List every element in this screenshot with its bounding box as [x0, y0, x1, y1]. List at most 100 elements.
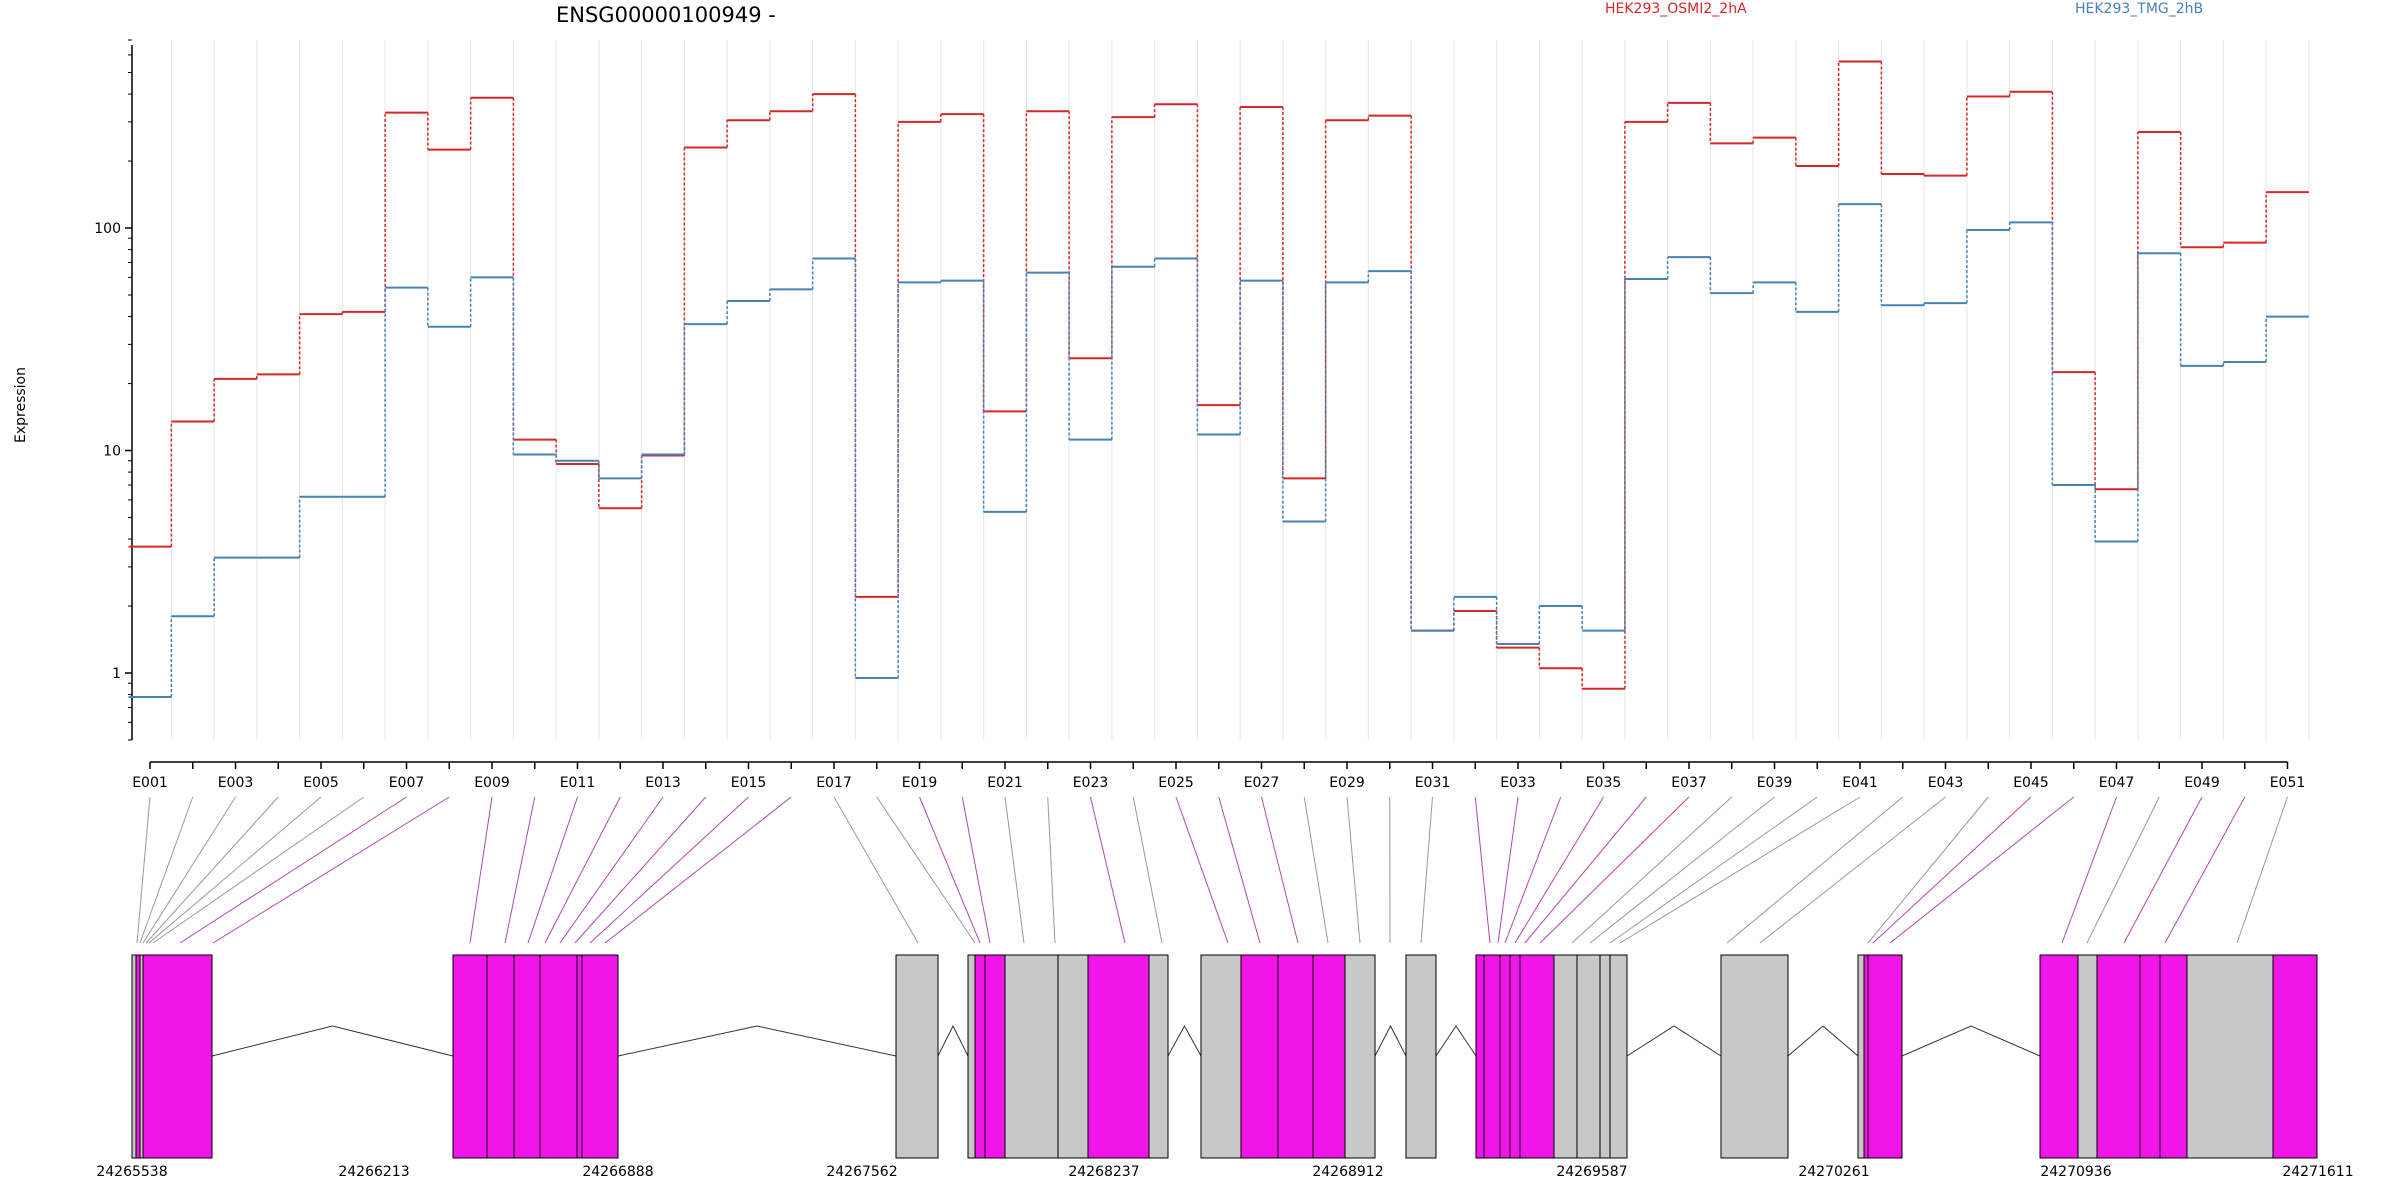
exon-block	[1509, 954, 1521, 1159]
x-tick-labels: E001 E003 E005 E007 E009 E011 E013 E015 E017 E019…	[132, 775, 2305, 791]
x-tick-label: E049	[2184, 775, 2220, 791]
exon-connector	[469, 796, 493, 944]
exon-block	[539, 954, 578, 1159]
exon-connector	[139, 796, 194, 944]
exon-block	[452, 954, 488, 1159]
exon-block	[984, 954, 1006, 1159]
exon-connector	[212, 796, 450, 944]
exon-block	[1599, 954, 1611, 1159]
exon-block	[2077, 954, 2098, 1159]
coordinate-label: 24269587	[1556, 1164, 1627, 1180]
exon-connector	[574, 796, 707, 944]
coordinate-label: 24268237	[1068, 1164, 1139, 1180]
intron	[211, 1025, 454, 1057]
intron	[1374, 1024, 1407, 1057]
exon-connector	[1867, 796, 1989, 944]
exon-connector	[148, 796, 322, 944]
exon-block	[2139, 954, 2161, 1159]
exon-connector	[2061, 796, 2117, 944]
intron	[617, 1025, 897, 1057]
intron	[1435, 1025, 1477, 1057]
coordinate-label: 24271611	[2282, 1164, 2353, 1180]
exon-block	[135, 954, 141, 1159]
intron	[937, 1024, 969, 1057]
exon-connector	[1571, 796, 1733, 944]
exon-connector	[1420, 796, 1433, 944]
exon-block	[2272, 954, 2318, 1159]
exon-block	[1312, 954, 1346, 1159]
exon-connector	[961, 796, 991, 944]
x-tick-label: E039	[1757, 775, 1793, 791]
x-tick-label: E019	[902, 775, 938, 791]
coordinate-label: 24265538	[96, 1164, 167, 1180]
x-tick-label: E043	[1928, 775, 1964, 791]
exon-connector	[833, 796, 919, 944]
exon-block	[2039, 954, 2079, 1159]
exon-connector	[1759, 796, 1946, 944]
coordinate-label: 24266213	[338, 1164, 409, 1180]
x-tick-label: E001	[132, 775, 168, 791]
exon-block	[1240, 954, 1279, 1159]
intron	[1901, 1025, 2041, 1057]
coordinate-label: 24270261	[1798, 1164, 1869, 1180]
x-tick-label: E045	[2013, 775, 2049, 791]
exon-connector	[1474, 796, 1491, 944]
x-tick-label: E041	[1842, 775, 1878, 791]
exon-block	[1519, 954, 1555, 1159]
y-tick-label: 1	[112, 666, 121, 682]
exon-connector	[1589, 796, 1775, 944]
exon-connector	[1619, 796, 1861, 944]
exon-connector	[919, 796, 981, 944]
exon-block	[1720, 954, 1789, 1159]
exon-connector	[2086, 796, 2160, 944]
exon-connector	[1090, 796, 1126, 944]
exon-block	[1057, 954, 1089, 1159]
exon-connector	[1261, 796, 1299, 944]
exon-connector	[1047, 796, 1056, 944]
exon-block	[1483, 954, 1501, 1159]
exon-connector	[559, 796, 664, 944]
x-tick-label: E003	[218, 775, 254, 791]
exon-block	[1200, 954, 1242, 1159]
exon-block	[486, 954, 515, 1159]
exon-connector	[1132, 796, 1163, 944]
exon-block	[967, 954, 976, 1159]
x-tick-label: E047	[2099, 775, 2135, 791]
exon-connector	[589, 796, 749, 944]
exon-block	[895, 954, 939, 1159]
exon-connector	[1504, 796, 1562, 944]
exon-connector	[136, 796, 151, 944]
exon-connector	[544, 796, 621, 944]
x-tick-label: E033	[1500, 775, 1536, 791]
exon-connector	[1497, 796, 1519, 944]
exon-connector	[1889, 796, 2075, 944]
x-tick-label: E013	[645, 775, 681, 791]
exon-connector	[527, 796, 578, 944]
coordinate-label: 24266888	[582, 1164, 653, 1180]
intron	[1167, 1024, 1202, 1057]
exon-block	[1475, 954, 1485, 1159]
exon-block	[1148, 954, 1169, 1159]
exon-block	[131, 954, 137, 1159]
exon-connector	[179, 796, 407, 944]
x-tick-label: E027	[1244, 775, 1280, 791]
x-tick-label: E021	[987, 775, 1023, 791]
y-axis-label: Expression	[13, 367, 29, 443]
exon-block	[581, 954, 619, 1159]
exon-block	[1087, 954, 1150, 1159]
legend-series-2: HEK293_TMG_2hB	[2075, 1, 2203, 17]
exon-connector	[504, 796, 536, 944]
exon-connector	[2236, 796, 2288, 944]
exon-block	[142, 954, 213, 1159]
exon-block	[2096, 954, 2141, 1159]
x-tick-label: E051	[2270, 775, 2306, 791]
exon-connector	[2123, 796, 2203, 944]
exon-block	[1857, 954, 1865, 1159]
x-tick-label: E025	[1158, 775, 1194, 791]
series-1	[128, 60, 2309, 690]
exon-connectors	[136, 796, 2288, 944]
x-tick-label: E007	[389, 775, 425, 791]
intron	[1626, 1025, 1722, 1057]
